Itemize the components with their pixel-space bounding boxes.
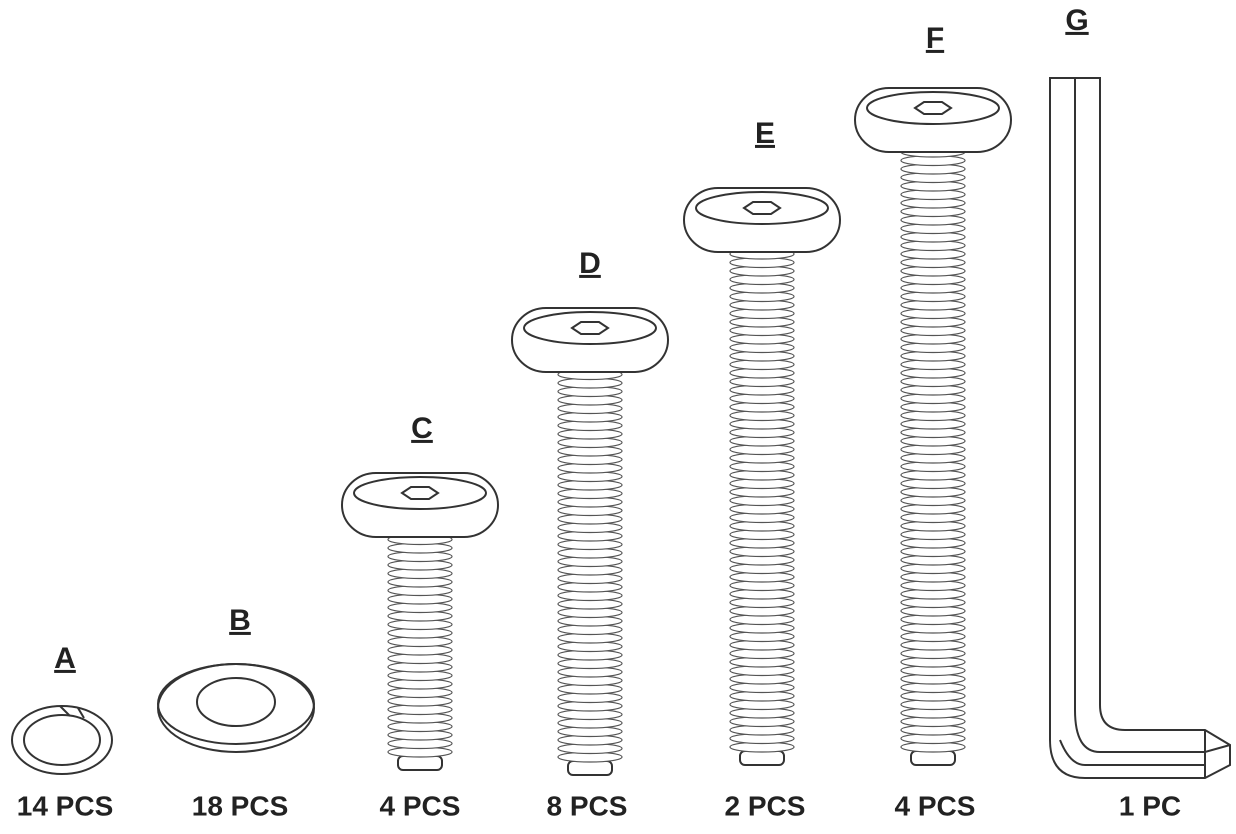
washer-top [157,663,315,745]
washer-inner [23,714,101,766]
part-label: B [229,604,251,637]
part-label: E [755,117,775,150]
part-quantity: 14 PCS [17,790,114,821]
screw-head [341,472,499,538]
part-quantity: 4 PCS [380,790,461,821]
hex-socket [742,201,782,215]
screw [341,472,499,771]
part-label: D [579,247,601,280]
screw-head [511,307,669,373]
head-top [523,311,657,345]
screw-head [854,87,1012,153]
washer-split [59,705,85,719]
part-label: F [926,22,944,55]
part-label: G [1065,4,1088,37]
screw-tip [397,755,443,771]
screw-head [683,187,841,253]
head-top [695,191,829,225]
screw [854,87,1012,766]
part-quantity: 2 PCS [725,790,806,821]
part-quantity: 18 PCS [192,790,289,821]
part-label: C [411,412,433,445]
flat-washer [157,663,315,753]
hex-key-edges [1059,78,1231,778]
screw [683,187,841,766]
part-quantity: 1 PC [1119,790,1181,821]
screw [511,307,669,776]
screw-tip [739,750,785,766]
part-quantity: 4 PCS [895,790,976,821]
lock-washer [11,705,113,775]
head-top [866,91,1000,125]
head-top [353,476,487,510]
part-label: A [54,642,76,675]
part-quantity: 8 PCS [547,790,628,821]
hex-socket [570,321,610,335]
hex-socket [400,486,440,500]
washer-outer [11,705,113,775]
washer-hole [196,677,276,727]
hex-socket [913,101,953,115]
hex-key-outline [1049,77,1231,779]
hex-key [1049,77,1231,779]
screw-tip [910,750,956,766]
screw-tip [567,760,613,776]
